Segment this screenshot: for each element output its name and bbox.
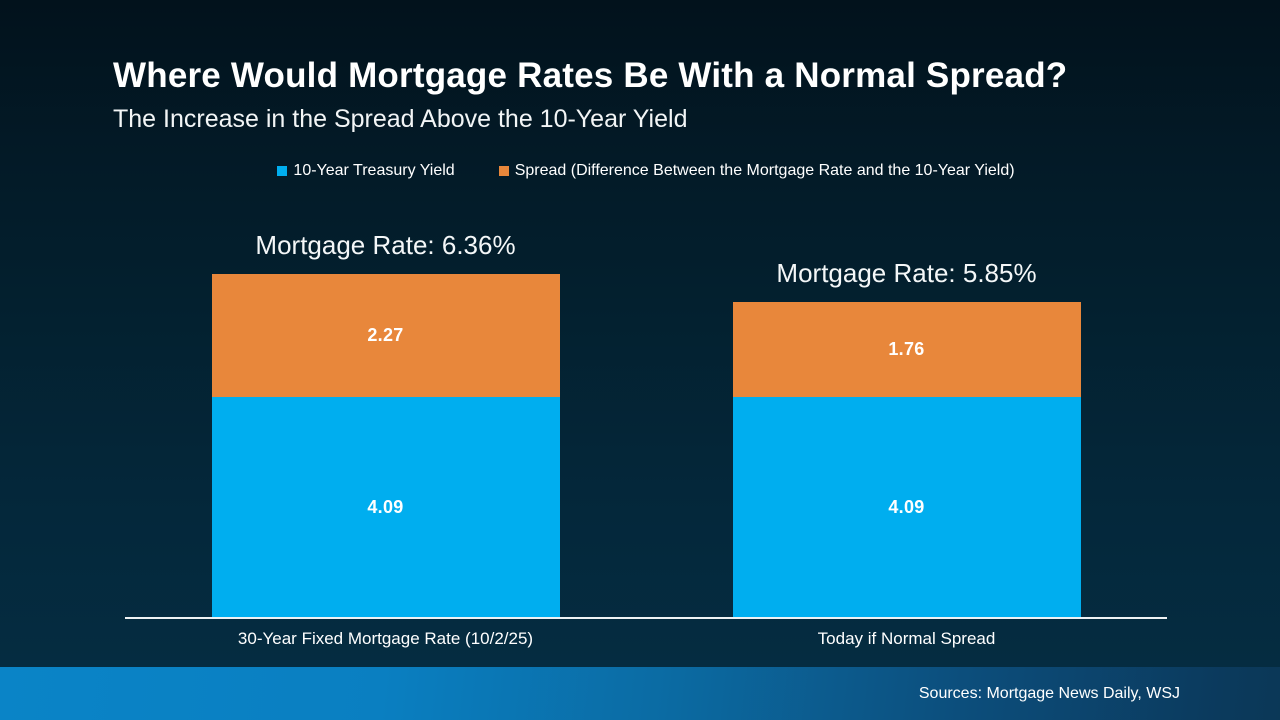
x-axis-label-normal-spread: Today if Normal Spread (817, 629, 996, 648)
legend-swatch-orange-icon (498, 166, 509, 176)
page-subtitle: The Increase in the Spread Above the 10-… (113, 105, 688, 133)
legend-label-treasury-yield: 10-Year Treasury Yield (293, 162, 455, 179)
bar-segment-spread-current: 2.27 (211, 274, 560, 397)
legend-item-spread: Spread (Difference Between the Mortgage … (498, 162, 1015, 180)
sources-text: Sources: Mortgage News Daily, WSJ (918, 684, 1180, 702)
mortgage-rate-label-normal: Mortgage Rate: 5.85% (776, 258, 1037, 288)
segment-value-spread-normal: 1.76 (888, 339, 925, 359)
bar-group-normal-spread: Mortgage Rate: 5.85% 1.76 4.09 (646, 200, 1167, 618)
segment-value-treasury-normal: 4.09 (888, 497, 925, 517)
legend-label-spread: Spread (Difference Between the Mortgage … (514, 162, 1015, 179)
x-axis-line (125, 617, 1167, 619)
chart-legend: 10-Year Treasury Yield Spread (Differenc… (125, 162, 1167, 180)
footer-band: Sources: Mortgage News Daily, WSJ (0, 667, 1280, 720)
bar-segment-treasury-current: 4.09 (211, 397, 560, 618)
bar-group-current-rate: Mortgage Rate: 6.36% 2.27 4.09 (125, 200, 646, 618)
bar-segment-spread-normal: 1.76 (732, 302, 1081, 397)
x-axis-label-current-rate: 30-Year Fixed Mortgage Rate (10/2/25) (237, 629, 534, 648)
bar-segment-treasury-normal: 4.09 (732, 397, 1081, 618)
stacked-bar-normal: 1.76 4.09 (732, 302, 1081, 618)
segment-value-treasury-current: 4.09 (367, 497, 404, 517)
legend-swatch-blue-icon (277, 166, 288, 176)
stacked-bar-current: 2.27 4.09 (211, 274, 560, 618)
page-title: Where Would Mortgage Rates Be With a Nor… (113, 56, 1068, 95)
legend-item-treasury-yield: 10-Year Treasury Yield (277, 162, 455, 180)
segment-value-spread-current: 2.27 (367, 325, 404, 345)
mortgage-rate-label-current: Mortgage Rate: 6.36% (255, 230, 516, 260)
